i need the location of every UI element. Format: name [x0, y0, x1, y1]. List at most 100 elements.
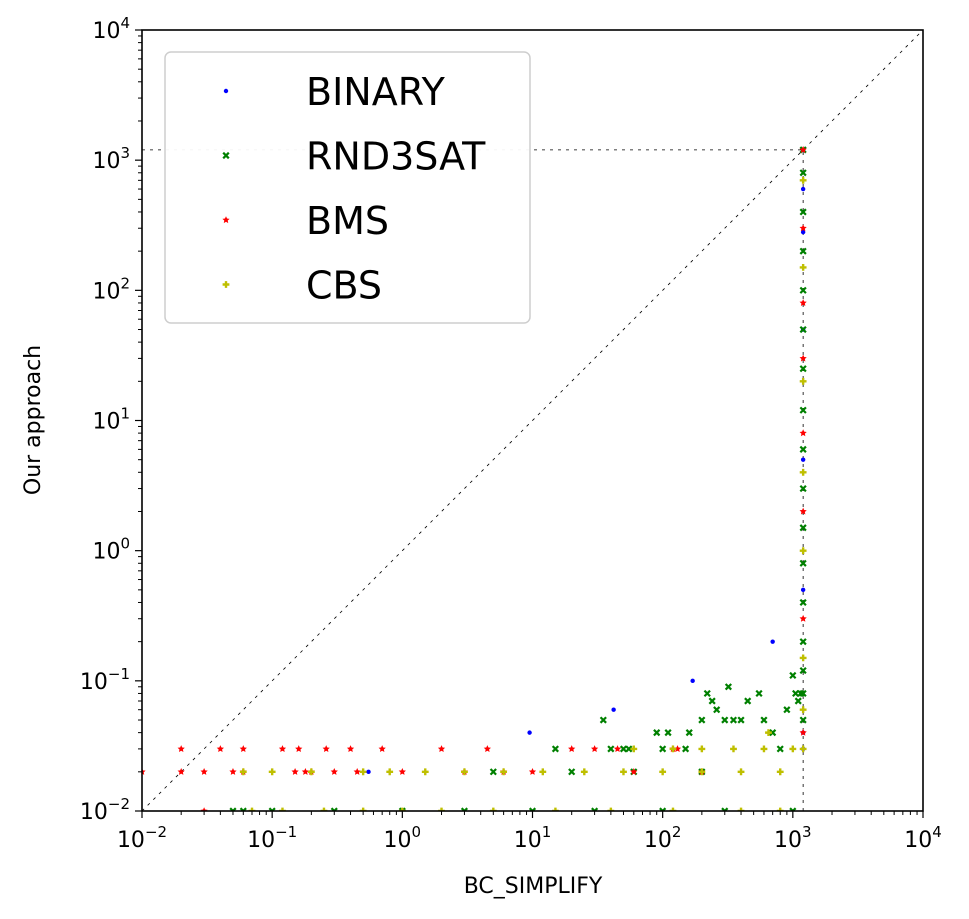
data-point	[685, 729, 693, 737]
data-point	[783, 706, 791, 714]
data-point	[527, 730, 532, 735]
data-point	[330, 768, 338, 775]
data-point	[799, 716, 807, 724]
legend-label: CBS	[306, 264, 382, 308]
data-point	[800, 229, 806, 235]
y-tick-label: 103	[92, 144, 130, 174]
diagonal-reference-line	[142, 30, 923, 811]
data-point	[800, 587, 806, 593]
data-point	[799, 224, 807, 232]
x-tick-label: 10−2	[117, 823, 167, 853]
data-point	[528, 807, 537, 811]
data-point	[330, 807, 338, 811]
data-point	[799, 169, 807, 177]
data-point	[607, 745, 615, 753]
data-point	[708, 697, 716, 705]
data-point	[295, 745, 303, 752]
data-point	[353, 768, 361, 775]
data-point	[653, 729, 661, 737]
data-point	[799, 208, 807, 216]
legend-item-bms: BMS	[222, 199, 389, 243]
x-tick-label: 100	[384, 823, 422, 853]
legend-marker	[222, 216, 230, 224]
data-point	[437, 745, 446, 752]
data-point	[539, 768, 547, 776]
data-point	[229, 807, 237, 811]
data-point	[398, 807, 406, 811]
data-point	[789, 745, 797, 753]
data-point	[799, 706, 807, 714]
data-point	[799, 638, 807, 646]
data-point	[500, 768, 508, 776]
data-point	[789, 807, 797, 811]
data-point	[799, 354, 807, 362]
y-tick-label: 104	[92, 14, 130, 44]
data-point	[552, 807, 559, 811]
data-point	[268, 807, 276, 811]
data-point	[291, 768, 299, 775]
data-point	[630, 745, 638, 753]
data-point	[322, 745, 330, 752]
data-point	[800, 457, 806, 462]
data-point	[239, 807, 247, 811]
data-point	[721, 716, 729, 724]
data-point	[239, 745, 247, 752]
data-point	[799, 614, 807, 622]
data-point	[398, 807, 406, 811]
data-point	[320, 807, 328, 811]
data-point	[721, 807, 729, 811]
data-point	[799, 507, 807, 515]
data-point	[607, 807, 615, 811]
data-point	[378, 745, 386, 752]
y-tick-label: 100	[92, 535, 130, 565]
data-point	[359, 768, 367, 776]
data-point	[278, 745, 287, 752]
data-point	[799, 365, 807, 373]
data-point	[551, 745, 559, 753]
data-point	[799, 445, 807, 453]
x-tick-label: 102	[644, 823, 682, 853]
data-point	[659, 807, 667, 811]
data-point	[799, 247, 807, 255]
data-point	[770, 639, 775, 644]
data-point	[682, 745, 690, 753]
data-point	[489, 768, 497, 776]
series-bms	[142, 146, 807, 811]
data-point	[799, 264, 807, 271]
data-point	[799, 146, 807, 153]
data-point	[613, 745, 622, 752]
data-point	[346, 745, 355, 752]
x-axis-label: BC_SIMPLIFY	[464, 874, 603, 899]
data-point	[765, 729, 772, 737]
data-point	[799, 325, 807, 334]
legend-item-binary: BINARY	[223, 70, 446, 114]
data-point	[730, 745, 737, 753]
legend-item-rnd3sat: RND3SAT	[222, 135, 486, 179]
data-point	[177, 745, 185, 752]
data-point	[799, 377, 807, 385]
series-rnd3sat	[229, 146, 807, 811]
data-point	[359, 807, 367, 811]
data-point	[799, 286, 807, 294]
data-point	[698, 768, 706, 776]
data-point	[591, 807, 599, 811]
data-point	[386, 768, 394, 776]
data-point	[461, 768, 468, 776]
data-point	[760, 716, 768, 724]
data-point	[142, 768, 146, 775]
data-point	[799, 689, 807, 698]
x-tick-label: 101	[514, 823, 552, 853]
x-tick-label: 10−1	[247, 823, 297, 853]
legend-label: RND3SAT	[306, 135, 486, 179]
data-point	[460, 807, 469, 811]
data-point	[669, 745, 677, 753]
data-point	[421, 768, 429, 776]
data-point	[776, 807, 784, 811]
legend: BINARY RND3SAT BMS CBS	[164, 51, 531, 324]
data-point	[776, 745, 784, 753]
data-point	[703, 689, 711, 698]
data-point	[690, 678, 695, 684]
data-point	[659, 745, 667, 753]
y-axis-label: Our approach	[21, 345, 46, 495]
